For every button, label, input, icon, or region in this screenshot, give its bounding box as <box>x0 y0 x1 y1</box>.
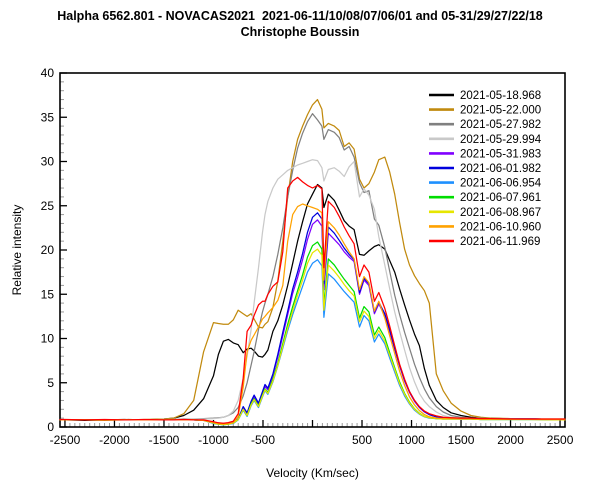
x-tick-label: 1000 <box>398 433 425 447</box>
y-tick-label: 10 <box>41 332 55 346</box>
series-line-2021-06-11.969 <box>59 176 566 424</box>
x-tick-label: -1000 <box>198 433 229 447</box>
y-tick-label: 35 <box>41 110 55 124</box>
plot-frame <box>59 72 566 428</box>
x-tick-label: 2000 <box>497 433 524 447</box>
legend-label: 2021-06-10.960 <box>460 221 541 233</box>
x-tick-label: -2000 <box>99 433 130 447</box>
x-tick-label: -500 <box>251 433 275 447</box>
y-tick-label: 0 <box>47 420 54 434</box>
legend-label: 2021-06-06.954 <box>460 178 542 190</box>
x-tick-label: 2500 <box>547 433 574 447</box>
series-line-2021-05-18.968 <box>59 183 566 422</box>
x-axis-title: Velocity (Km/sec) <box>266 466 359 480</box>
x-tick-label: 500 <box>352 433 372 447</box>
series-line-2021-06-06.954 <box>59 259 566 426</box>
legend-label: 2021-06-01.982 <box>460 163 541 175</box>
y-axis-title: Relative intensity <box>10 204 24 296</box>
page-title: Halpha 6562.801 - NOVACAS2021 2021-06-11… <box>57 9 543 23</box>
y-tick-label: 30 <box>41 155 55 169</box>
series-line-2021-06-10.960 <box>59 203 566 425</box>
legend-label: 2021-05-22.000 <box>460 105 541 117</box>
y-tick-label: 25 <box>41 199 55 213</box>
series-line-2021-06-07.961 <box>59 241 566 426</box>
y-tick-label: 40 <box>41 66 55 80</box>
series-line-2021-06-08.967 <box>59 248 566 426</box>
series-line-2021-05-22.000 <box>59 98 566 422</box>
series-line-2021-05-29.994 <box>59 159 566 421</box>
y-tick-label: 15 <box>41 287 55 301</box>
legend-label: 2021-05-29.994 <box>460 134 542 146</box>
x-tick-label: 1500 <box>448 433 475 447</box>
x-tick-label: -1500 <box>149 433 180 447</box>
series-line-2021-05-31.983 <box>59 219 566 425</box>
legend-label: 2021-06-08.967 <box>460 207 541 219</box>
y-tick-label: 20 <box>41 243 55 257</box>
y-tick-label: 5 <box>47 376 54 390</box>
x-tick-label: -2500 <box>50 433 81 447</box>
legend-label: 2021-05-18.968 <box>460 90 541 102</box>
legend-label: 2021-06-07.961 <box>460 192 541 204</box>
page-subtitle: Christophe Boussin <box>240 25 360 39</box>
legend-label: 2021-05-27.982 <box>460 119 541 131</box>
legend-label: 2021-05-31.983 <box>460 148 541 160</box>
legend-label: 2021-06-11.969 <box>460 236 540 248</box>
